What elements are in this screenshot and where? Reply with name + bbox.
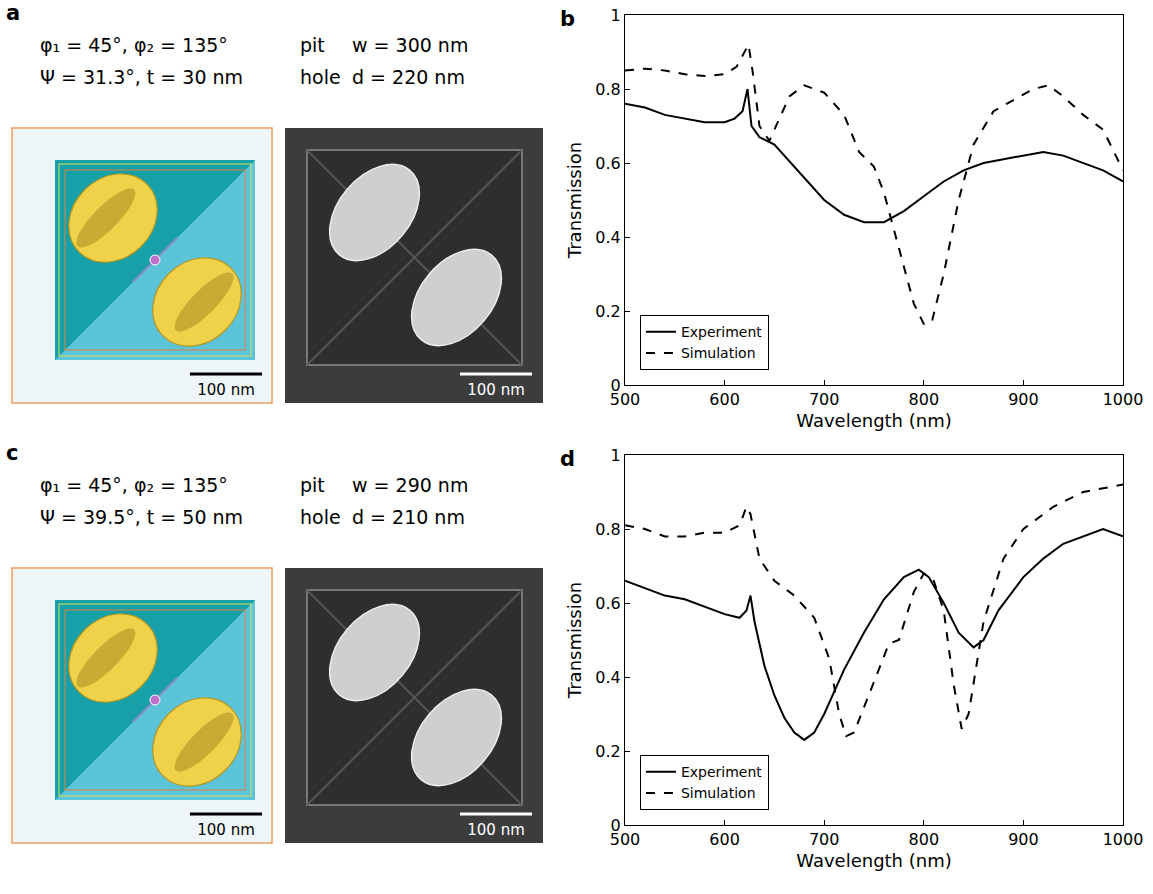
svg-text:600: 600 (709, 390, 740, 409)
svg-text:d = 220 nm: d = 220 nm (352, 66, 465, 88)
svg-text:0.6: 0.6 (595, 154, 620, 173)
svg-text:900: 900 (1008, 830, 1039, 849)
svg-text:d = 210 nm: d = 210 nm (352, 506, 465, 528)
svg-text:900: 900 (1008, 390, 1039, 409)
svg-text:Experiment: Experiment (681, 324, 762, 340)
svg-text:0.4: 0.4 (595, 668, 620, 687)
svg-text:0: 0 (611, 376, 621, 395)
svg-text:0.2: 0.2 (595, 302, 620, 321)
svg-text:w = 290 nm: w = 290 nm (352, 474, 468, 496)
svg-text:1: 1 (611, 6, 621, 25)
svg-text:b: b (560, 7, 575, 31)
svg-text:Wavelength (nm): Wavelength (nm) (796, 850, 952, 871)
svg-text:hole: hole (300, 66, 341, 88)
svg-text:0.2: 0.2 (595, 742, 620, 761)
svg-text:Experiment: Experiment (681, 764, 762, 780)
svg-text:φ₁ = 45°, φ₂ = 135°: φ₁ = 45°, φ₂ = 135° (40, 474, 228, 496)
svg-text:1: 1 (611, 446, 621, 465)
svg-text:1000: 1000 (1103, 830, 1144, 849)
svg-text:500: 500 (610, 830, 641, 849)
svg-text:700: 700 (809, 390, 840, 409)
svg-text:Transmission: Transmission (564, 142, 585, 259)
svg-text:0: 0 (611, 816, 621, 835)
svg-text:pit: pit (300, 474, 325, 496)
svg-text:100 nm: 100 nm (197, 821, 255, 839)
svg-text:a: a (6, 1, 20, 25)
svg-text:500: 500 (610, 390, 641, 409)
svg-text:0.8: 0.8 (595, 80, 620, 99)
svg-text:0.6: 0.6 (595, 594, 620, 613)
svg-text:pit: pit (300, 34, 325, 56)
svg-text:100 nm: 100 nm (197, 381, 255, 399)
svg-text:Simulation: Simulation (681, 785, 756, 801)
svg-text:800: 800 (909, 390, 940, 409)
svg-text:800: 800 (909, 830, 940, 849)
svg-text:Ψ = 39.5°, t = 50 nm: Ψ = 39.5°, t = 50 nm (40, 506, 243, 528)
svg-text:100 nm: 100 nm (467, 381, 525, 399)
svg-text:700: 700 (809, 830, 840, 849)
svg-text:0.8: 0.8 (595, 520, 620, 539)
svg-text:w = 300 nm: w = 300 nm (352, 34, 468, 56)
svg-text:hole: hole (300, 506, 341, 528)
svg-text:600: 600 (709, 830, 740, 849)
svg-text:Transmission: Transmission (564, 582, 585, 699)
svg-text:0.4: 0.4 (595, 228, 620, 247)
svg-text:φ₁ = 45°, φ₂ = 135°: φ₁ = 45°, φ₂ = 135° (40, 34, 228, 56)
svg-text:Simulation: Simulation (681, 345, 756, 361)
svg-text:Wavelength (nm): Wavelength (nm) (796, 410, 952, 431)
svg-text:Ψ = 31.3°, t = 30 nm: Ψ = 31.3°, t = 30 nm (40, 66, 243, 88)
svg-text:100 nm: 100 nm (467, 821, 525, 839)
svg-text:1000: 1000 (1103, 390, 1144, 409)
svg-text:d: d (560, 447, 575, 471)
svg-text:c: c (6, 441, 18, 465)
